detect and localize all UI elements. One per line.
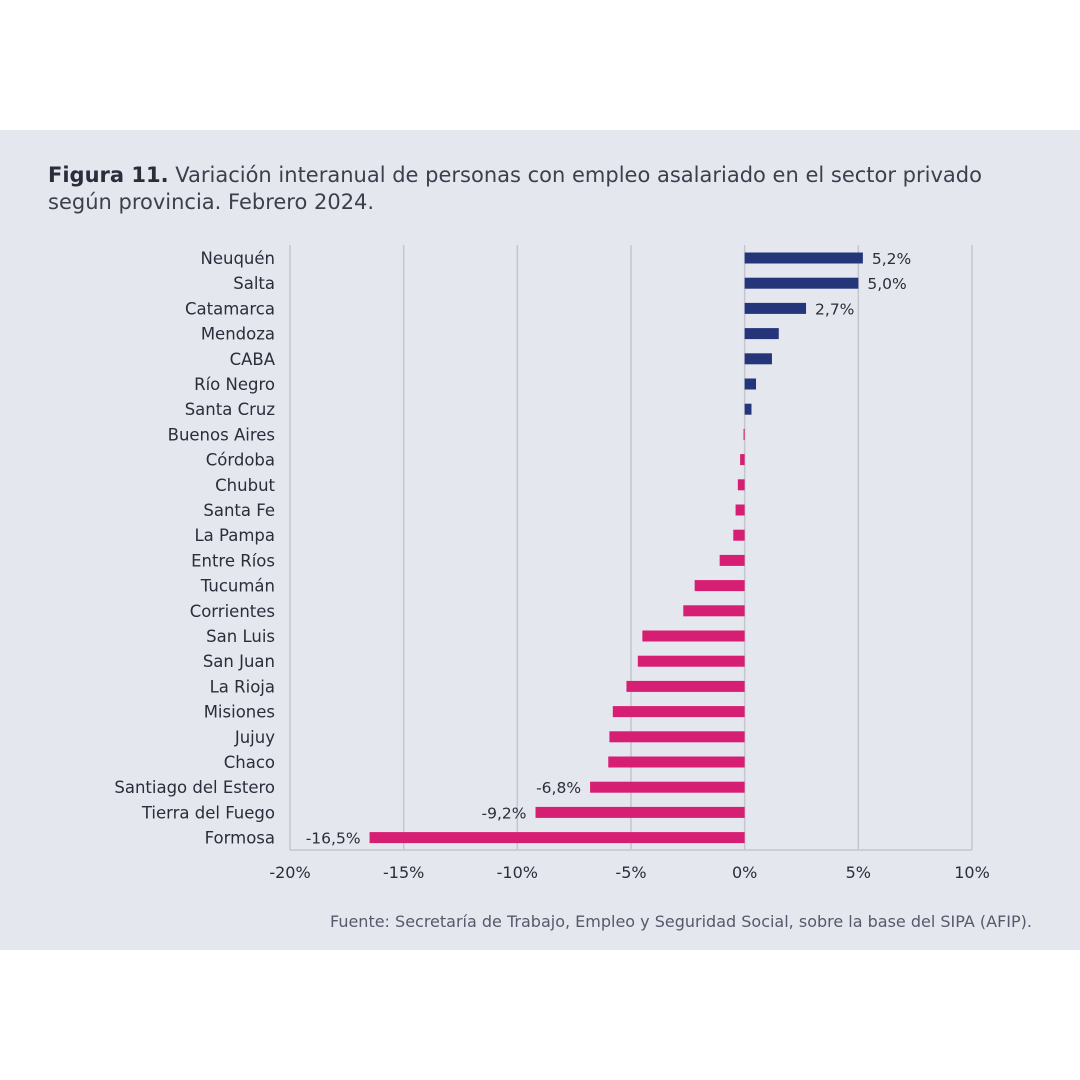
- category-label: San Luis: [206, 627, 275, 646]
- bar: [626, 680, 745, 692]
- figure-title: Variación interanual de personas con emp…: [48, 163, 982, 214]
- data-label: -6,8%: [536, 779, 581, 797]
- bar: [590, 781, 745, 793]
- data-label: 5,2%: [872, 250, 911, 268]
- category-label: La Pampa: [194, 526, 275, 545]
- bar: [744, 302, 807, 314]
- bar: [744, 378, 757, 390]
- category-label: Tierra del Fuego: [141, 803, 275, 822]
- category-label: Entre Ríos: [191, 551, 275, 570]
- category-label: Chubut: [215, 476, 275, 495]
- x-tick-label: -5%: [615, 863, 646, 882]
- x-tick-label: 5%: [846, 863, 871, 882]
- category-label: Río Negro: [194, 375, 275, 394]
- category-label: San Juan: [203, 652, 275, 671]
- category-label: Catamarca: [185, 299, 275, 318]
- bar: [719, 554, 745, 566]
- bar: [612, 706, 745, 718]
- category-label: Chaco: [224, 753, 275, 772]
- category-label: Córdoba: [206, 451, 275, 470]
- bar: [642, 630, 745, 642]
- bar: [744, 277, 859, 289]
- category-label: Tucumán: [200, 577, 275, 596]
- bar: [740, 454, 745, 466]
- bar: [743, 428, 745, 440]
- figure-caption: Figura 11. Variación interanual de perso…: [48, 162, 1048, 216]
- bar: [737, 479, 745, 491]
- figure-label: Figura 11.: [48, 163, 169, 187]
- bar: [744, 328, 779, 340]
- data-label: 5,0%: [867, 275, 906, 293]
- data-label: 2,7%: [815, 300, 854, 318]
- category-label: Jujuy: [234, 728, 275, 747]
- bar: [609, 731, 745, 743]
- x-tick-label: -20%: [269, 863, 310, 882]
- bar: [535, 806, 745, 818]
- x-tick-label: -15%: [383, 863, 424, 882]
- bar: [744, 403, 752, 415]
- category-label: Buenos Aires: [168, 425, 275, 444]
- category-label: Salta: [233, 274, 275, 293]
- bar: [683, 605, 745, 617]
- x-tick-label: 10%: [954, 863, 990, 882]
- bar: [744, 252, 863, 264]
- category-label: Neuquén: [201, 249, 276, 268]
- category-label: Formosa: [205, 829, 275, 848]
- category-label: Santa Cruz: [185, 400, 275, 419]
- bar: [637, 655, 745, 667]
- x-tick-label: 0%: [732, 863, 757, 882]
- bar: [744, 353, 772, 365]
- category-label: Mendoza: [201, 325, 275, 344]
- category-label: Misiones: [204, 703, 275, 722]
- data-label: -9,2%: [482, 804, 527, 822]
- data-label: -16,5%: [306, 830, 361, 848]
- category-label: CABA: [230, 350, 276, 369]
- category-label: Santa Fe: [203, 501, 275, 520]
- bar: [735, 504, 745, 516]
- bar: [369, 832, 745, 844]
- category-label: La Rioja: [210, 677, 275, 696]
- category-label: Santiago del Estero: [114, 778, 275, 797]
- bar: [694, 580, 745, 592]
- category-label: Corrientes: [190, 602, 275, 621]
- x-tick-label: -10%: [497, 863, 538, 882]
- bar: [733, 529, 745, 541]
- bar: [608, 756, 745, 768]
- figure-source: Fuente: Secretaría de Trabajo, Empleo y …: [329, 912, 1032, 931]
